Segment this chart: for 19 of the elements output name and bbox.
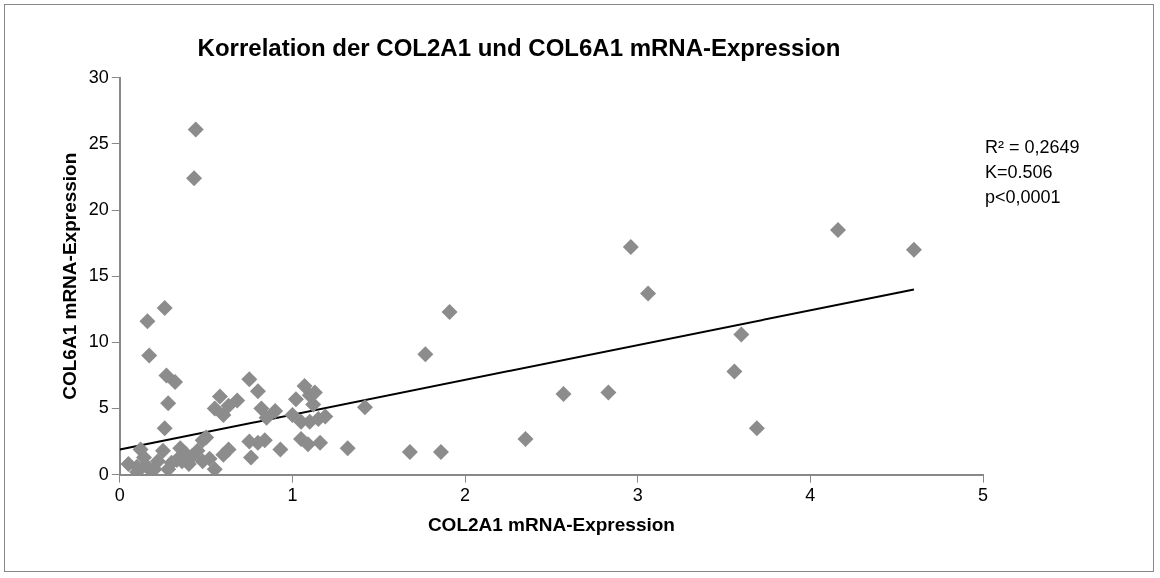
text: K=0.506 <box>985 161 1054 184</box>
y-tick-label: 0 <box>98 463 109 484</box>
x-tick-label: 0 <box>114 485 125 506</box>
x-axis-title: COL2A1 mRNA-Expression <box>427 513 675 535</box>
x-tick-label: 4 <box>805 485 816 506</box>
chart-title: Korrelation der COL2A1 und COL6A1 mRNA-Expression <box>197 34 841 62</box>
x-tick-label: 1 <box>287 485 298 506</box>
y-tick-label: 25 <box>88 132 109 153</box>
y-tick-label: 5 <box>98 397 109 418</box>
text: p<0,0001 <box>985 186 1062 209</box>
y-tick-label: 15 <box>88 265 109 286</box>
text: R² = 0,2649 <box>985 136 1080 159</box>
y-tick-label: 10 <box>88 331 109 352</box>
y-axis-title: COL6A1 mRNA-Expression <box>58 152 80 400</box>
x-tick-label: 3 <box>632 485 643 506</box>
y-tick-label: 20 <box>88 199 109 220</box>
y-tick-label: 30 <box>88 66 109 87</box>
x-tick-label: 2 <box>460 485 471 506</box>
x-tick-label: 5 <box>977 485 989 506</box>
